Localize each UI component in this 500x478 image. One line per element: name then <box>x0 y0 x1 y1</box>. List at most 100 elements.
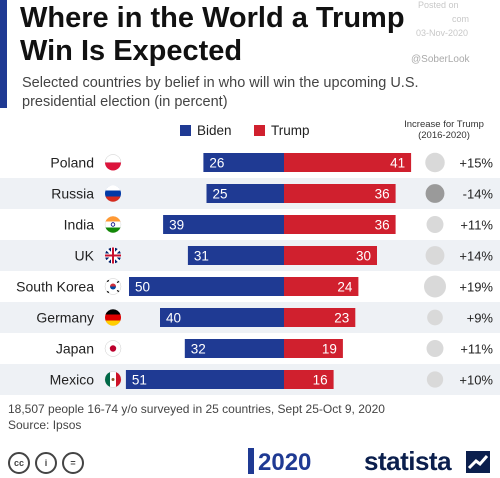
watermark-posted: Posted on <box>418 0 459 10</box>
trump-value-label: 19 <box>322 342 337 357</box>
chart-title: Where in the World a Trump Win Is Expect… <box>20 2 405 67</box>
increase-circle <box>426 340 444 357</box>
biden-bar <box>203 153 284 172</box>
trump-bar <box>284 308 356 327</box>
germany-flag-icon <box>105 309 121 326</box>
flag-part <box>105 372 110 387</box>
biden-bar <box>163 215 284 234</box>
increase-label: +15% <box>459 156 493 171</box>
flag-part <box>105 320 121 326</box>
biden-bar <box>206 184 284 203</box>
trump-bar <box>284 246 377 265</box>
legend-biden-swatch <box>180 125 191 136</box>
increase-label: -14% <box>463 187 494 202</box>
chart-subtitle: Selected countries by belief in who will… <box>22 75 419 110</box>
flag-part <box>104 154 122 163</box>
japan-flag-icon <box>104 340 122 357</box>
accent-bar <box>0 0 7 108</box>
trump-value-label: 16 <box>313 373 328 388</box>
trump-bar <box>284 153 412 172</box>
biden-bar <box>160 308 284 327</box>
flag-part <box>105 227 121 233</box>
trump-value-label: 30 <box>356 249 371 264</box>
country-label: Germany <box>36 310 94 326</box>
increase-label: +14% <box>459 249 493 264</box>
biden-bar <box>187 246 284 265</box>
election-2020-logo: 2020 <box>248 448 311 474</box>
country-label: Mexico <box>50 372 95 388</box>
increase-circle <box>426 371 444 388</box>
increase-label: +10% <box>459 373 493 388</box>
cc-icon: cc <box>8 452 30 474</box>
flag-part <box>116 372 121 387</box>
increase-circle <box>425 184 445 203</box>
increase-circle <box>427 309 443 326</box>
watermark-date: 03-Nov-2020 <box>416 28 469 38</box>
biden-value-label: 32 <box>191 342 206 357</box>
flag-part <box>106 279 120 294</box>
trump-value-label: 41 <box>390 156 405 171</box>
no-derivatives-icon: = <box>62 452 84 474</box>
flag-part <box>105 247 121 264</box>
trump-value-label: 23 <box>334 311 349 326</box>
flag-part <box>105 196 121 202</box>
biden-bar <box>125 370 285 389</box>
trump-value-label: 36 <box>375 187 390 202</box>
flag-part <box>110 283 116 287</box>
bar-chart: Poland 26 41 +15% Russia 25 36 -14% India 39 36 +11… <box>0 152 500 395</box>
flag-part <box>110 222 116 227</box>
biden-value-label: 50 <box>135 280 150 295</box>
increase-header-line2: (2016-2020) <box>418 130 470 141</box>
license-icons: cc i = <box>8 452 89 474</box>
south-korea-flag-icon <box>104 278 122 295</box>
russia-flag-icon <box>105 185 121 202</box>
logo-year-text: 2020 <box>258 449 311 474</box>
uk-flag-icon <box>105 247 121 264</box>
trump-bar <box>284 277 359 296</box>
flag-part <box>111 378 115 381</box>
biden-bar <box>184 339 284 358</box>
trump-value-label: 24 <box>337 280 353 295</box>
biden-bar <box>129 277 284 296</box>
trump-bar <box>284 184 396 203</box>
biden-value-label: 26 <box>209 156 224 171</box>
flag-part <box>110 286 116 290</box>
footnote-survey: 18,507 people 16-74 y/o surveyed in 25 c… <box>8 402 385 416</box>
statista-logo-icon <box>466 451 490 473</box>
legend-trump-label: Trump <box>271 123 310 138</box>
watermark-site: com <box>452 14 470 24</box>
logo-bar <box>248 448 254 474</box>
country-label: UK <box>75 248 95 264</box>
biden-value-label: 51 <box>132 373 147 388</box>
flag-part <box>105 185 121 191</box>
india-flag-icon <box>104 216 122 233</box>
trump-bar <box>284 370 334 389</box>
country-label: Poland <box>50 155 94 171</box>
increase-circle <box>426 216 444 233</box>
flag-part <box>109 345 117 352</box>
statista-logo-text: statista <box>364 446 452 476</box>
trump-bar <box>284 339 343 358</box>
flag-part <box>105 309 121 315</box>
increase-label: +9% <box>467 311 494 326</box>
biden-value-label: 40 <box>166 311 181 326</box>
attribution-icon: i <box>35 452 57 474</box>
biden-value-label: 31 <box>194 249 209 264</box>
increase-circle <box>425 246 445 265</box>
flag-part <box>105 162 121 171</box>
legend-trump-swatch <box>254 125 265 136</box>
trump-bar <box>284 215 396 234</box>
footnote: 18,507 people 16-74 y/o surveyed in 25 c… <box>8 401 385 433</box>
legend-trump: Trump <box>254 123 310 138</box>
mexico-flag-icon <box>104 371 122 388</box>
increase-header: Increase for Trump (2016-2020) <box>384 119 500 141</box>
increase-label: +19% <box>459 280 493 295</box>
poland-flag-icon <box>104 154 122 171</box>
trump-value-label: 36 <box>375 218 390 233</box>
legend-biden: Biden <box>180 123 232 138</box>
increase-label: +11% <box>460 218 493 233</box>
footnote-source: Source: Ipsos <box>8 418 82 432</box>
biden-value-label: 25 <box>213 187 228 202</box>
increase-circle <box>425 152 445 173</box>
increase-header-line1: Increase for Trump <box>404 119 484 130</box>
